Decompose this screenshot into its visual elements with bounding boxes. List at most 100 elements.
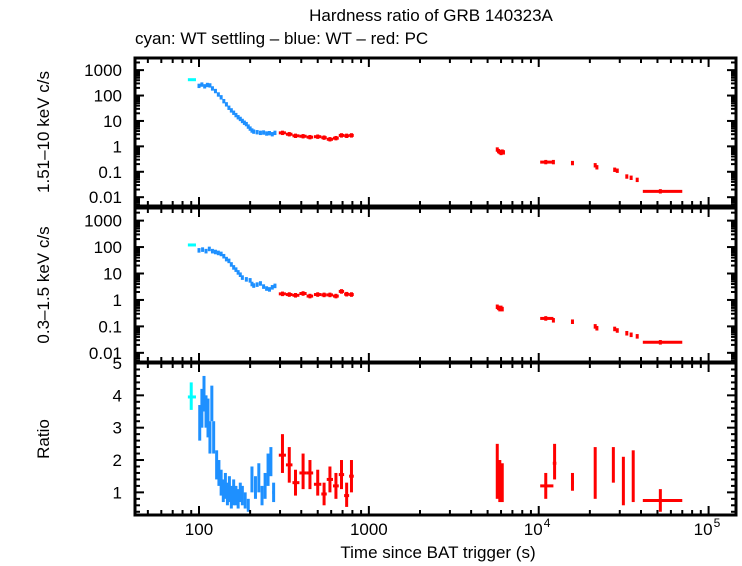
data-point bbox=[500, 463, 504, 503]
data-point bbox=[570, 319, 574, 325]
data-point bbox=[258, 281, 262, 286]
data-point bbox=[551, 159, 555, 165]
data-point bbox=[332, 472, 339, 499]
y-axis-label-hard: 1.51–10 keV c/s bbox=[34, 71, 53, 193]
data-point bbox=[349, 133, 354, 138]
data-point bbox=[262, 130, 266, 135]
data-point bbox=[326, 292, 333, 298]
data-point bbox=[246, 498, 250, 512]
data-point bbox=[222, 98, 226, 104]
data-point bbox=[216, 250, 220, 256]
data-point bbox=[595, 325, 599, 331]
data-point bbox=[332, 293, 339, 299]
panel-hard bbox=[187, 78, 683, 194]
data-point bbox=[244, 121, 248, 127]
data-point bbox=[210, 86, 214, 91]
y-axis-label-soft: 0.3–1.5 keV c/s bbox=[34, 226, 53, 343]
data-point bbox=[498, 460, 502, 503]
data-point bbox=[204, 395, 208, 428]
data-point bbox=[285, 132, 293, 137]
data-point bbox=[213, 249, 217, 255]
data-point bbox=[635, 177, 639, 183]
data-point bbox=[270, 132, 274, 137]
data-point bbox=[253, 476, 257, 499]
data-point bbox=[227, 258, 231, 264]
y-tick-label: 0.1 bbox=[98, 317, 122, 336]
data-point bbox=[238, 272, 242, 277]
panel-frame-hard bbox=[133, 56, 738, 208]
data-point bbox=[501, 150, 505, 155]
data-point bbox=[229, 485, 233, 509]
data-point bbox=[321, 482, 327, 506]
data-point bbox=[232, 265, 236, 270]
data-point bbox=[217, 460, 221, 486]
data-point bbox=[344, 482, 350, 507]
data-point bbox=[201, 247, 205, 252]
y-tick-label: 1 bbox=[113, 137, 122, 156]
data-point bbox=[208, 421, 212, 454]
y-axis-label-ratio: Ratio bbox=[34, 419, 53, 459]
x-tick-label: 10 bbox=[524, 520, 543, 539]
data-point bbox=[292, 293, 300, 298]
data-point bbox=[221, 479, 225, 503]
data-point bbox=[227, 105, 231, 110]
data-point bbox=[642, 489, 683, 512]
data-point bbox=[273, 130, 277, 136]
data-point bbox=[285, 447, 293, 483]
data-point bbox=[258, 130, 262, 136]
data-point bbox=[642, 340, 683, 345]
data-point bbox=[265, 131, 269, 136]
data-point bbox=[540, 472, 554, 499]
data-point bbox=[234, 485, 238, 506]
data-point bbox=[248, 278, 252, 283]
data-point bbox=[243, 492, 247, 509]
series-wt bbox=[197, 82, 277, 137]
data-point bbox=[595, 165, 599, 170]
data-point bbox=[232, 110, 236, 115]
data-point bbox=[223, 472, 227, 499]
data-point bbox=[205, 82, 209, 88]
data-point bbox=[292, 469, 300, 496]
x-axis-label: Time since BAT trigger (s) bbox=[340, 543, 535, 562]
data-point bbox=[349, 292, 354, 297]
data-point bbox=[278, 130, 286, 136]
data-point bbox=[224, 256, 228, 262]
data-point bbox=[210, 248, 214, 254]
data-point bbox=[540, 316, 554, 321]
data-point bbox=[613, 326, 617, 332]
series-pc bbox=[278, 289, 683, 345]
data-point bbox=[292, 133, 300, 139]
data-point bbox=[344, 133, 350, 139]
data-point bbox=[615, 328, 619, 333]
data-point bbox=[257, 463, 261, 493]
data-point bbox=[299, 453, 307, 490]
y-tick-label: 10 bbox=[103, 112, 122, 131]
series-wt bbox=[198, 375, 276, 512]
data-point bbox=[629, 332, 633, 338]
data-point bbox=[278, 291, 286, 297]
chart-subtitle: cyan: WT settling – blue: WT – red: PC bbox=[135, 29, 429, 48]
y-tick-label: 0.01 bbox=[89, 188, 122, 207]
data-point bbox=[338, 133, 345, 138]
y-tick-label: 100 bbox=[94, 87, 122, 106]
data-point bbox=[285, 292, 293, 297]
data-point bbox=[344, 291, 350, 297]
data-marks bbox=[187, 78, 683, 512]
data-point bbox=[204, 248, 208, 254]
y-tick-label: 3 bbox=[113, 419, 122, 438]
data-point bbox=[313, 292, 322, 297]
data-point bbox=[500, 306, 504, 312]
data-point bbox=[338, 289, 345, 294]
data-point bbox=[540, 159, 554, 165]
data-point bbox=[266, 453, 270, 486]
data-point bbox=[631, 450, 635, 503]
data-point bbox=[621, 456, 625, 506]
data-point bbox=[187, 382, 196, 410]
data-point bbox=[321, 135, 327, 140]
x-tick-label: 1000 bbox=[350, 520, 388, 539]
data-point bbox=[213, 88, 217, 94]
data-point bbox=[613, 167, 617, 172]
data-point bbox=[208, 83, 212, 88]
data-point bbox=[200, 82, 204, 87]
x-tick-exponent: 4 bbox=[544, 516, 551, 530]
